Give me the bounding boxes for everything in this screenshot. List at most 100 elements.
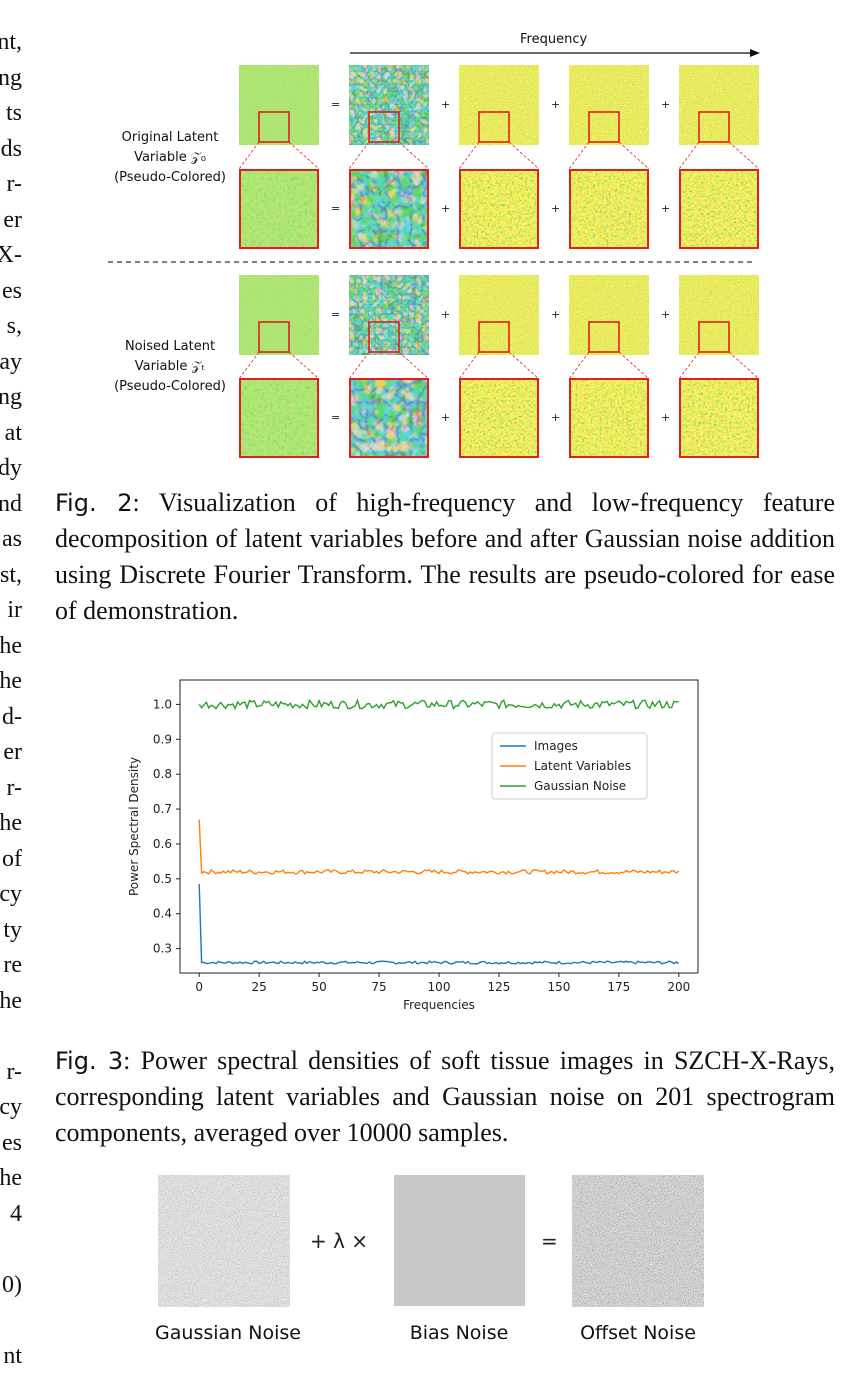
y-tick-label: 1.0: [153, 697, 172, 711]
figure-2: Frequency = + + + = + + + = + + + = + + + Original Late…: [0, 0, 860, 470]
latent-tile: [569, 65, 649, 145]
margin-fragment: r-: [6, 774, 22, 801]
x-tick-label: 0: [195, 980, 203, 994]
margin-fragment: re: [3, 952, 22, 978]
frequency-label: Frequency: [520, 32, 588, 47]
margin-fragment: ng: [0, 384, 22, 410]
margin-fragment: r-: [6, 1058, 22, 1085]
plus-lambda-times: + λ ×: [310, 1229, 369, 1253]
zoomed-tile: [459, 169, 539, 249]
latent-tile: [239, 65, 319, 145]
margin-fragment: d-: [2, 703, 22, 730]
latent-tile: [679, 275, 759, 355]
y-tick-label: 0.6: [153, 837, 172, 851]
margin-fragment: er: [3, 206, 22, 233]
plus-operator: +: [551, 411, 561, 424]
figure-2-caption-text: : Visualization of high-frequency and lo…: [55, 488, 835, 625]
margin-fragment: es: [2, 1129, 22, 1156]
x-tick-label: 175: [607, 980, 630, 994]
margin-fragment: ng: [0, 64, 22, 91]
zoomed-tile: [349, 169, 429, 249]
offset-noise-label: Offset Noise: [580, 1322, 696, 1344]
figure-3-caption: Fig. 3: Power spectral densities of soft…: [55, 1043, 835, 1151]
margin-fragment: dy: [0, 455, 22, 481]
margin-fragment: cy: [0, 1094, 22, 1120]
margin-fragment: he: [0, 1165, 22, 1191]
figure-3-caption-prefix: Fig. 3: [55, 1047, 124, 1075]
bias-noise-label: Bias Noise: [409, 1322, 509, 1344]
x-tick-label: 75: [371, 980, 386, 994]
x-axis-label: Frequencies: [403, 998, 475, 1012]
margin-fragment: 0): [2, 1271, 22, 1298]
frequency-arrow: [350, 49, 760, 57]
legend-label: Gaussian Noise: [534, 779, 626, 793]
plus-operator: +: [551, 202, 561, 215]
legend-label: Latent Variables: [534, 759, 631, 773]
left-column-fragments: nt, ng ts ds r-er X-es s, ay ng at dy nd as st, ir he he…: [0, 0, 22, 1377]
margin-fragment: ds: [0, 135, 22, 162]
zoom-connectors: [238, 141, 760, 380]
margin-fragment: ts: [5, 100, 22, 126]
y-tick-label: 0.4: [153, 907, 172, 921]
gaussian-noise-label: Gaussian Noise: [155, 1322, 301, 1344]
equals-sign: =: [541, 1229, 558, 1253]
legend-box: [491, 732, 648, 800]
zoomed-tile: [679, 378, 759, 458]
margin-fragment: he: [0, 987, 22, 1014]
equals-operator: =: [331, 308, 341, 321]
y-tick-label: 0.7: [153, 802, 172, 816]
y-axis-label: Power Spectral Density: [127, 757, 141, 896]
y-tick-label: 0.3: [153, 942, 172, 956]
figure-3-caption-text: : Power spectral densities of soft tissu…: [55, 1046, 835, 1147]
margin-fragment: he: [0, 668, 22, 694]
equals-operator: =: [331, 411, 341, 424]
offset-noise-image: [572, 1175, 704, 1307]
plus-operator: +: [441, 411, 451, 424]
latent-tile: [679, 65, 759, 145]
plot-frame: [179, 679, 699, 974]
plus-operator: +: [661, 202, 671, 215]
zoomed-tile: [679, 169, 759, 249]
margin-fragment: cy: [0, 881, 22, 907]
zoomed-tile: [239, 378, 319, 458]
plus-operator: +: [661, 308, 671, 321]
zoomed-tile: [569, 169, 649, 249]
x-tick-label: 200: [667, 980, 690, 994]
margin-fragment: st,: [0, 561, 22, 588]
equals-operator: =: [331, 98, 341, 111]
margin-fragment: s,: [6, 313, 22, 339]
plus-operator: +: [551, 98, 561, 111]
margin-fragment: at: [4, 419, 22, 446]
margin-fragment: nt: [3, 1342, 22, 1369]
latent-tile: [349, 275, 429, 355]
margin-fragment: as: [2, 526, 22, 552]
x-tick-label: 50: [311, 980, 326, 994]
margin-fragment: ay: [0, 348, 22, 375]
margin-fragment: ir: [7, 597, 22, 623]
x-tick-label: 25: [251, 980, 266, 994]
margin-fragment: es: [2, 277, 22, 304]
plus-operator: +: [661, 98, 671, 111]
figure-2-caption: Fig. 2: Visualization of high-frequency …: [55, 485, 835, 629]
y-tick-label: 0.8: [153, 767, 172, 781]
figure-2-caption-prefix: Fig. 2: [55, 489, 133, 517]
latent-tile: [459, 275, 539, 355]
zoomed-tile: [239, 169, 319, 249]
plus-operator: +: [441, 202, 451, 215]
legend-label: Images: [534, 739, 578, 753]
x-tick-label: 125: [488, 980, 511, 994]
figure-4: + λ × = Gaussian Noise Bias Noise Offset…: [0, 1170, 860, 1360]
series-line-gaussian-noise: [198, 698, 679, 711]
y-tick-label: 0.5: [153, 872, 172, 886]
latent-tile: [459, 65, 539, 145]
margin-fragment: he: [0, 632, 22, 659]
gaussian-noise-image: [158, 1175, 290, 1307]
series-line-images: [198, 884, 680, 965]
noised-latent-label: Noised Latent Variable 𝒵ₜ (Pseudo-Colore…: [114, 339, 226, 394]
separator-dashed-line: [108, 261, 752, 263]
margin-fragment: nd: [0, 490, 22, 517]
x-tick-label: 100: [428, 980, 451, 994]
y-tick-label: 0.9: [153, 732, 172, 746]
equals-operator: =: [331, 202, 341, 215]
margin-fragment: he: [0, 810, 22, 836]
